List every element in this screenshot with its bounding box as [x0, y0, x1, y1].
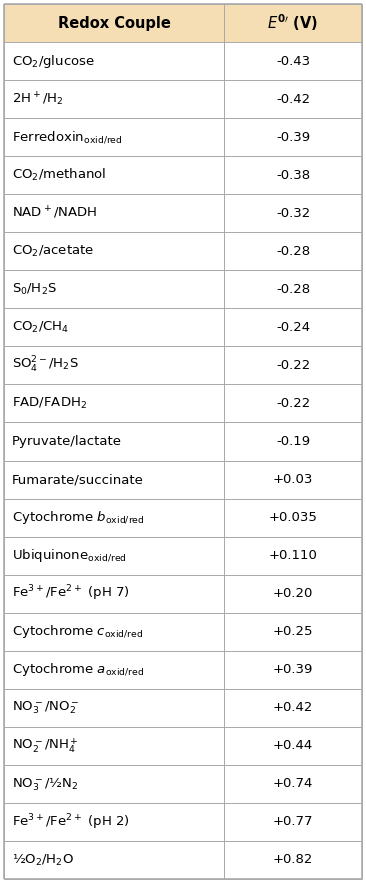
Text: +0.035: +0.035	[269, 511, 318, 525]
Text: Redox Couple: Redox Couple	[58, 16, 171, 31]
Text: CO$_2$/methanol: CO$_2$/methanol	[12, 167, 106, 184]
Text: -0.42: -0.42	[276, 93, 310, 106]
Bar	[4, 194, 224, 232]
Bar	[224, 575, 362, 613]
Text: Fe$^{3+}$/Fe$^{2+}$ (pH 2): Fe$^{3+}$/Fe$^{2+}$ (pH 2)	[12, 812, 130, 832]
Text: +0.110: +0.110	[269, 549, 318, 562]
Bar	[224, 461, 362, 499]
Text: Fumarate/succinate: Fumarate/succinate	[12, 473, 144, 486]
Bar	[224, 194, 362, 232]
Text: 2H$^+$/H$_2$: 2H$^+$/H$_2$	[12, 90, 63, 108]
Text: Ubiquinone$_{\mathrm{oxid/red}}$: Ubiquinone$_{\mathrm{oxid/red}}$	[12, 547, 127, 564]
Text: Cytochrome $c_{\mathrm{oxid/red}}$: Cytochrome $c_{\mathrm{oxid/red}}$	[12, 623, 143, 640]
Text: Pyruvate/lactate: Pyruvate/lactate	[12, 435, 122, 448]
Bar	[224, 346, 362, 384]
Bar	[224, 841, 362, 879]
Text: +0.25: +0.25	[273, 625, 313, 638]
Text: S$_0$/H$_2$S: S$_0$/H$_2$S	[12, 282, 57, 297]
Bar	[224, 651, 362, 689]
Bar	[224, 803, 362, 841]
Text: -0.28: -0.28	[276, 245, 310, 258]
Bar	[224, 80, 362, 118]
Text: +0.74: +0.74	[273, 777, 313, 790]
Text: +0.39: +0.39	[273, 663, 313, 676]
Text: +0.03: +0.03	[273, 473, 313, 486]
Bar	[224, 270, 362, 308]
Bar	[224, 4, 362, 42]
Text: -0.22: -0.22	[276, 397, 310, 410]
Bar	[224, 689, 362, 727]
Bar	[4, 575, 224, 613]
Bar	[4, 118, 224, 156]
Text: -0.38: -0.38	[276, 169, 310, 182]
Bar	[4, 803, 224, 841]
Bar	[4, 384, 224, 422]
Text: -0.43: -0.43	[276, 55, 310, 68]
Text: CO$_2$/CH$_4$: CO$_2$/CH$_4$	[12, 320, 69, 335]
Text: -0.24: -0.24	[276, 321, 310, 334]
Text: SO$_4^{2-}$/H$_2$S: SO$_4^{2-}$/H$_2$S	[12, 355, 79, 375]
Bar	[224, 42, 362, 80]
Bar	[224, 422, 362, 461]
Bar	[224, 156, 362, 194]
Bar	[4, 346, 224, 384]
Text: NO$_2^-$/NH$_4^+$: NO$_2^-$/NH$_4^+$	[12, 736, 79, 755]
Bar	[224, 499, 362, 537]
Text: $\mathbf{\mathit{E}^{0\prime}}$ $\mathbf{(V)}$: $\mathbf{\mathit{E}^{0\prime}}$ $\mathbf…	[268, 12, 319, 34]
Bar	[224, 765, 362, 803]
Text: Cytochrome $b_{\mathrm{oxid/red}}$: Cytochrome $b_{\mathrm{oxid/red}}$	[12, 509, 145, 526]
Text: +0.20: +0.20	[273, 587, 313, 600]
Text: NO$_3^-$/NO$_2^-$: NO$_3^-$/NO$_2^-$	[12, 699, 80, 716]
Text: Fe$^{3+}$/Fe$^{2+}$ (pH 7): Fe$^{3+}$/Fe$^{2+}$ (pH 7)	[12, 584, 130, 603]
Text: +0.44: +0.44	[273, 739, 313, 752]
Bar	[4, 232, 224, 270]
Bar	[224, 727, 362, 765]
Bar	[4, 537, 224, 575]
Text: -0.22: -0.22	[276, 358, 310, 372]
Bar	[4, 4, 224, 42]
Bar	[224, 613, 362, 651]
Bar	[4, 42, 224, 80]
Text: Ferredoxin$_{\mathrm{oxid/red}}$: Ferredoxin$_{\mathrm{oxid/red}}$	[12, 129, 123, 145]
Bar	[224, 384, 362, 422]
Bar	[4, 270, 224, 308]
Text: ½O$_2$/H$_2$O: ½O$_2$/H$_2$O	[12, 852, 74, 868]
Bar	[4, 727, 224, 765]
Bar	[224, 232, 362, 270]
Text: NAD$^+$/NADH: NAD$^+$/NADH	[12, 205, 97, 222]
Bar	[4, 613, 224, 651]
Bar	[224, 308, 362, 346]
Text: CO$_2$/glucose: CO$_2$/glucose	[12, 53, 95, 70]
Text: NO$_3^-$/½N$_2$: NO$_3^-$/½N$_2$	[12, 775, 78, 793]
Bar	[4, 461, 224, 499]
Bar	[224, 118, 362, 156]
Bar	[4, 651, 224, 689]
Bar	[4, 308, 224, 346]
Text: -0.39: -0.39	[276, 131, 310, 144]
Text: -0.19: -0.19	[276, 435, 310, 448]
Text: -0.28: -0.28	[276, 283, 310, 296]
Text: Cytochrome $a_{\mathrm{oxid/red}}$: Cytochrome $a_{\mathrm{oxid/red}}$	[12, 661, 144, 678]
Bar	[4, 422, 224, 461]
Text: +0.77: +0.77	[273, 815, 313, 828]
Bar	[4, 689, 224, 727]
Bar	[4, 499, 224, 537]
Bar	[224, 537, 362, 575]
Bar	[4, 156, 224, 194]
Text: FAD/FADH$_2$: FAD/FADH$_2$	[12, 396, 87, 411]
Bar	[4, 765, 224, 803]
Text: +0.42: +0.42	[273, 701, 313, 714]
Bar	[4, 80, 224, 118]
Text: -0.32: -0.32	[276, 207, 310, 220]
Text: CO$_2$/acetate: CO$_2$/acetate	[12, 244, 94, 259]
Text: +0.82: +0.82	[273, 854, 313, 866]
Bar	[4, 841, 224, 879]
